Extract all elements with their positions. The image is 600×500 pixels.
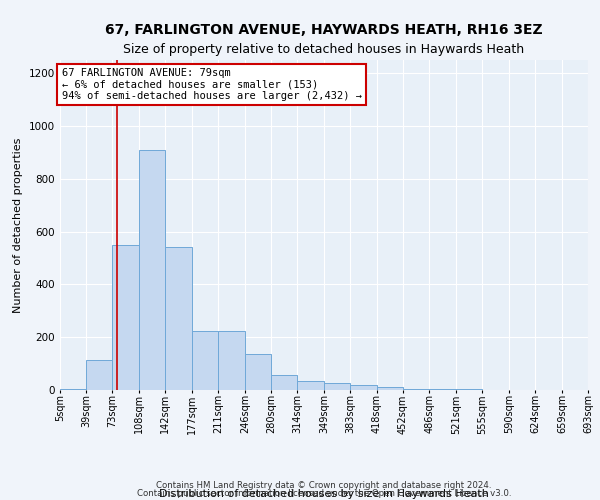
Bar [324,384,350,390]
Text: Contains public sector information licensed under the Open Government Licence v3: Contains public sector information licen… [137,489,511,498]
Bar [139,150,165,390]
Bar [112,245,139,390]
Bar [403,389,429,390]
Bar [60,388,86,390]
Bar [298,381,324,390]
Text: Size of property relative to detached houses in Haywards Heath: Size of property relative to detached ho… [124,42,524,56]
Bar [245,354,271,390]
Y-axis label: Number of detached properties: Number of detached properties [13,138,23,312]
Bar [218,330,245,390]
Bar [271,376,297,390]
Text: 67, FARLINGTON AVENUE, HAYWARDS HEATH, RH16 3EZ: 67, FARLINGTON AVENUE, HAYWARDS HEATH, R… [105,22,543,36]
Text: 67 FARLINGTON AVENUE: 79sqm
← 6% of detached houses are smaller (153)
94% of sem: 67 FARLINGTON AVENUE: 79sqm ← 6% of deta… [62,68,362,101]
Bar [192,330,218,390]
X-axis label: Distribution of detached houses by size in Haywards Heath: Distribution of detached houses by size … [159,489,489,499]
Bar [166,248,192,390]
Bar [430,389,456,390]
Bar [377,388,403,390]
Bar [350,384,377,390]
Text: Contains HM Land Registry data © Crown copyright and database right 2024.: Contains HM Land Registry data © Crown c… [156,480,492,490]
Bar [86,360,112,390]
